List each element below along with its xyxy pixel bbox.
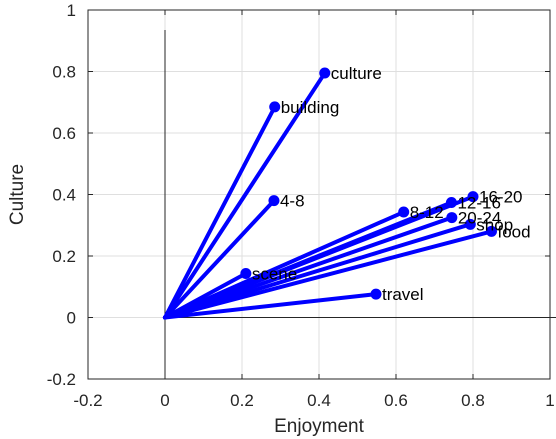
point-marker-16-20 bbox=[467, 191, 479, 203]
vector-4-8 bbox=[163, 198, 276, 320]
point-marker-travel bbox=[370, 288, 382, 300]
x-tick-label: 0.4 bbox=[307, 391, 331, 410]
point-marker-12-16 bbox=[445, 196, 457, 208]
y-tick-label: 0.8 bbox=[52, 63, 76, 82]
point-label-12-16: 12-16 bbox=[457, 193, 500, 212]
point-label-16-20: 16-20 bbox=[479, 188, 522, 207]
point-label-culture: culture bbox=[331, 64, 382, 83]
point-markers bbox=[240, 67, 497, 300]
y-tick-label: 1 bbox=[67, 1, 76, 20]
y-tick-label: 0.6 bbox=[52, 124, 76, 143]
point-marker-4-8 bbox=[268, 195, 280, 207]
point-label-shop: shop bbox=[476, 215, 513, 234]
point-label-20-24: 20-24 bbox=[458, 209, 501, 228]
x-tick-label: 0 bbox=[160, 391, 169, 410]
point-label-8-12: 8-12 bbox=[410, 203, 444, 222]
vector-scene bbox=[163, 271, 248, 320]
vector-16-20 bbox=[163, 194, 475, 320]
x-axis-label: Enjoyment bbox=[274, 416, 364, 437]
point-marker-culture bbox=[319, 67, 331, 79]
x-tick-label: 0.6 bbox=[384, 391, 408, 410]
point-marker-8-12 bbox=[398, 206, 410, 218]
axes-box bbox=[87, 9, 551, 380]
x-tick-label: 0.2 bbox=[230, 391, 254, 410]
vector-building bbox=[163, 104, 277, 320]
y-tick-label: 0 bbox=[67, 309, 76, 328]
point-label-building: building bbox=[281, 98, 340, 117]
point-marker-scene bbox=[240, 268, 252, 280]
y-tick-labels: -0.2 0 0.2 0.4 0.6 0.8 1 bbox=[47, 1, 76, 389]
point-label-travel: travel bbox=[382, 285, 424, 304]
y-axis-label: Culture bbox=[7, 164, 28, 225]
x-tick-label: 1 bbox=[545, 391, 554, 410]
point-marker-shop bbox=[464, 218, 476, 230]
vector-food bbox=[163, 229, 494, 320]
x-tick-label: 0.8 bbox=[461, 391, 485, 410]
x-tick-labels: -0.2 0 0.2 0.4 0.6 0.8 1 bbox=[73, 391, 554, 410]
x-tick-label: -0.2 bbox=[73, 391, 102, 410]
vector-travel bbox=[163, 292, 378, 320]
point-marker-food bbox=[485, 225, 497, 237]
point-label-scene: scene bbox=[252, 265, 297, 284]
point-marker-building bbox=[269, 101, 281, 113]
point-label-4-8: 4-8 bbox=[280, 192, 305, 211]
vector-lines bbox=[163, 71, 494, 320]
point-marker-20-24 bbox=[446, 212, 458, 224]
vector-culture bbox=[163, 71, 327, 320]
y-tick-label: 0.4 bbox=[52, 186, 76, 205]
y-tick-label: -0.2 bbox=[47, 370, 76, 389]
y-tick-label: 0.2 bbox=[52, 247, 76, 266]
point-label-food: food bbox=[497, 222, 530, 241]
vector-shop bbox=[163, 222, 473, 320]
